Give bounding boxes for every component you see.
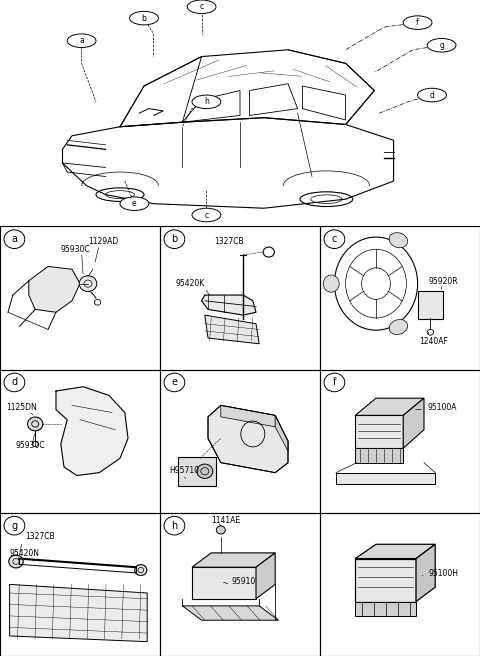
Polygon shape	[416, 544, 435, 602]
Text: a: a	[79, 36, 84, 45]
Polygon shape	[205, 315, 259, 344]
Circle shape	[197, 464, 213, 478]
Text: e: e	[132, 199, 137, 208]
Ellipse shape	[323, 275, 339, 292]
Circle shape	[164, 230, 185, 249]
Ellipse shape	[389, 319, 408, 335]
Circle shape	[192, 208, 221, 222]
Text: b: b	[142, 14, 146, 22]
Circle shape	[324, 373, 345, 392]
Circle shape	[403, 16, 432, 30]
Polygon shape	[275, 415, 288, 451]
Circle shape	[4, 516, 25, 535]
Text: 95420N: 95420N	[10, 548, 39, 558]
Circle shape	[67, 34, 96, 47]
Text: 1240AF: 1240AF	[419, 337, 448, 346]
Circle shape	[4, 373, 25, 392]
Polygon shape	[355, 544, 435, 559]
Text: 95920R: 95920R	[429, 277, 458, 285]
Polygon shape	[256, 553, 275, 599]
Polygon shape	[403, 398, 424, 448]
Text: c: c	[332, 234, 337, 244]
Circle shape	[164, 516, 185, 535]
Text: 1327CB: 1327CB	[215, 237, 244, 245]
Polygon shape	[355, 415, 403, 448]
Text: 95930C: 95930C	[61, 245, 90, 254]
FancyBboxPatch shape	[178, 457, 216, 485]
Circle shape	[427, 39, 456, 52]
Polygon shape	[355, 398, 424, 415]
Text: h: h	[204, 97, 209, 106]
Polygon shape	[56, 387, 128, 476]
Polygon shape	[208, 405, 288, 473]
Polygon shape	[182, 606, 278, 620]
Text: 1125DN: 1125DN	[6, 403, 37, 412]
Text: a: a	[12, 234, 17, 244]
Text: d: d	[430, 91, 434, 100]
Circle shape	[79, 276, 97, 291]
Polygon shape	[336, 473, 435, 484]
Circle shape	[216, 526, 225, 534]
Text: d: d	[12, 377, 17, 388]
Polygon shape	[10, 584, 147, 642]
Text: g: g	[12, 521, 17, 531]
Text: H95710: H95710	[169, 466, 200, 475]
Polygon shape	[29, 266, 80, 312]
Polygon shape	[192, 553, 275, 567]
Text: e: e	[171, 377, 178, 388]
FancyBboxPatch shape	[418, 291, 443, 319]
Circle shape	[418, 89, 446, 102]
Circle shape	[130, 11, 158, 25]
Circle shape	[27, 417, 43, 431]
Text: g: g	[439, 41, 444, 50]
Text: 1327CB: 1327CB	[25, 531, 55, 541]
Text: 1141AE: 1141AE	[211, 516, 240, 525]
Text: c: c	[204, 211, 208, 220]
Text: 95930C: 95930C	[16, 441, 46, 450]
Text: 95420K: 95420K	[176, 279, 205, 289]
Polygon shape	[221, 405, 275, 427]
Text: 1129AD: 1129AD	[88, 237, 118, 245]
Polygon shape	[355, 602, 416, 616]
Text: c: c	[200, 2, 204, 11]
Text: 95100A: 95100A	[427, 403, 456, 412]
Circle shape	[4, 230, 25, 249]
Polygon shape	[202, 295, 256, 315]
Text: f: f	[333, 377, 336, 388]
Circle shape	[135, 565, 147, 575]
Circle shape	[192, 95, 221, 109]
Polygon shape	[355, 448, 403, 462]
Text: b: b	[171, 234, 178, 244]
Polygon shape	[192, 567, 256, 599]
Circle shape	[9, 555, 23, 568]
Circle shape	[164, 373, 185, 392]
Circle shape	[187, 0, 216, 14]
Text: 95910: 95910	[232, 577, 256, 586]
Polygon shape	[355, 559, 416, 602]
Ellipse shape	[389, 233, 408, 248]
Text: 95100H: 95100H	[429, 569, 459, 578]
Text: h: h	[171, 521, 178, 531]
Circle shape	[120, 197, 149, 211]
Text: f: f	[416, 18, 419, 27]
Circle shape	[324, 230, 345, 249]
